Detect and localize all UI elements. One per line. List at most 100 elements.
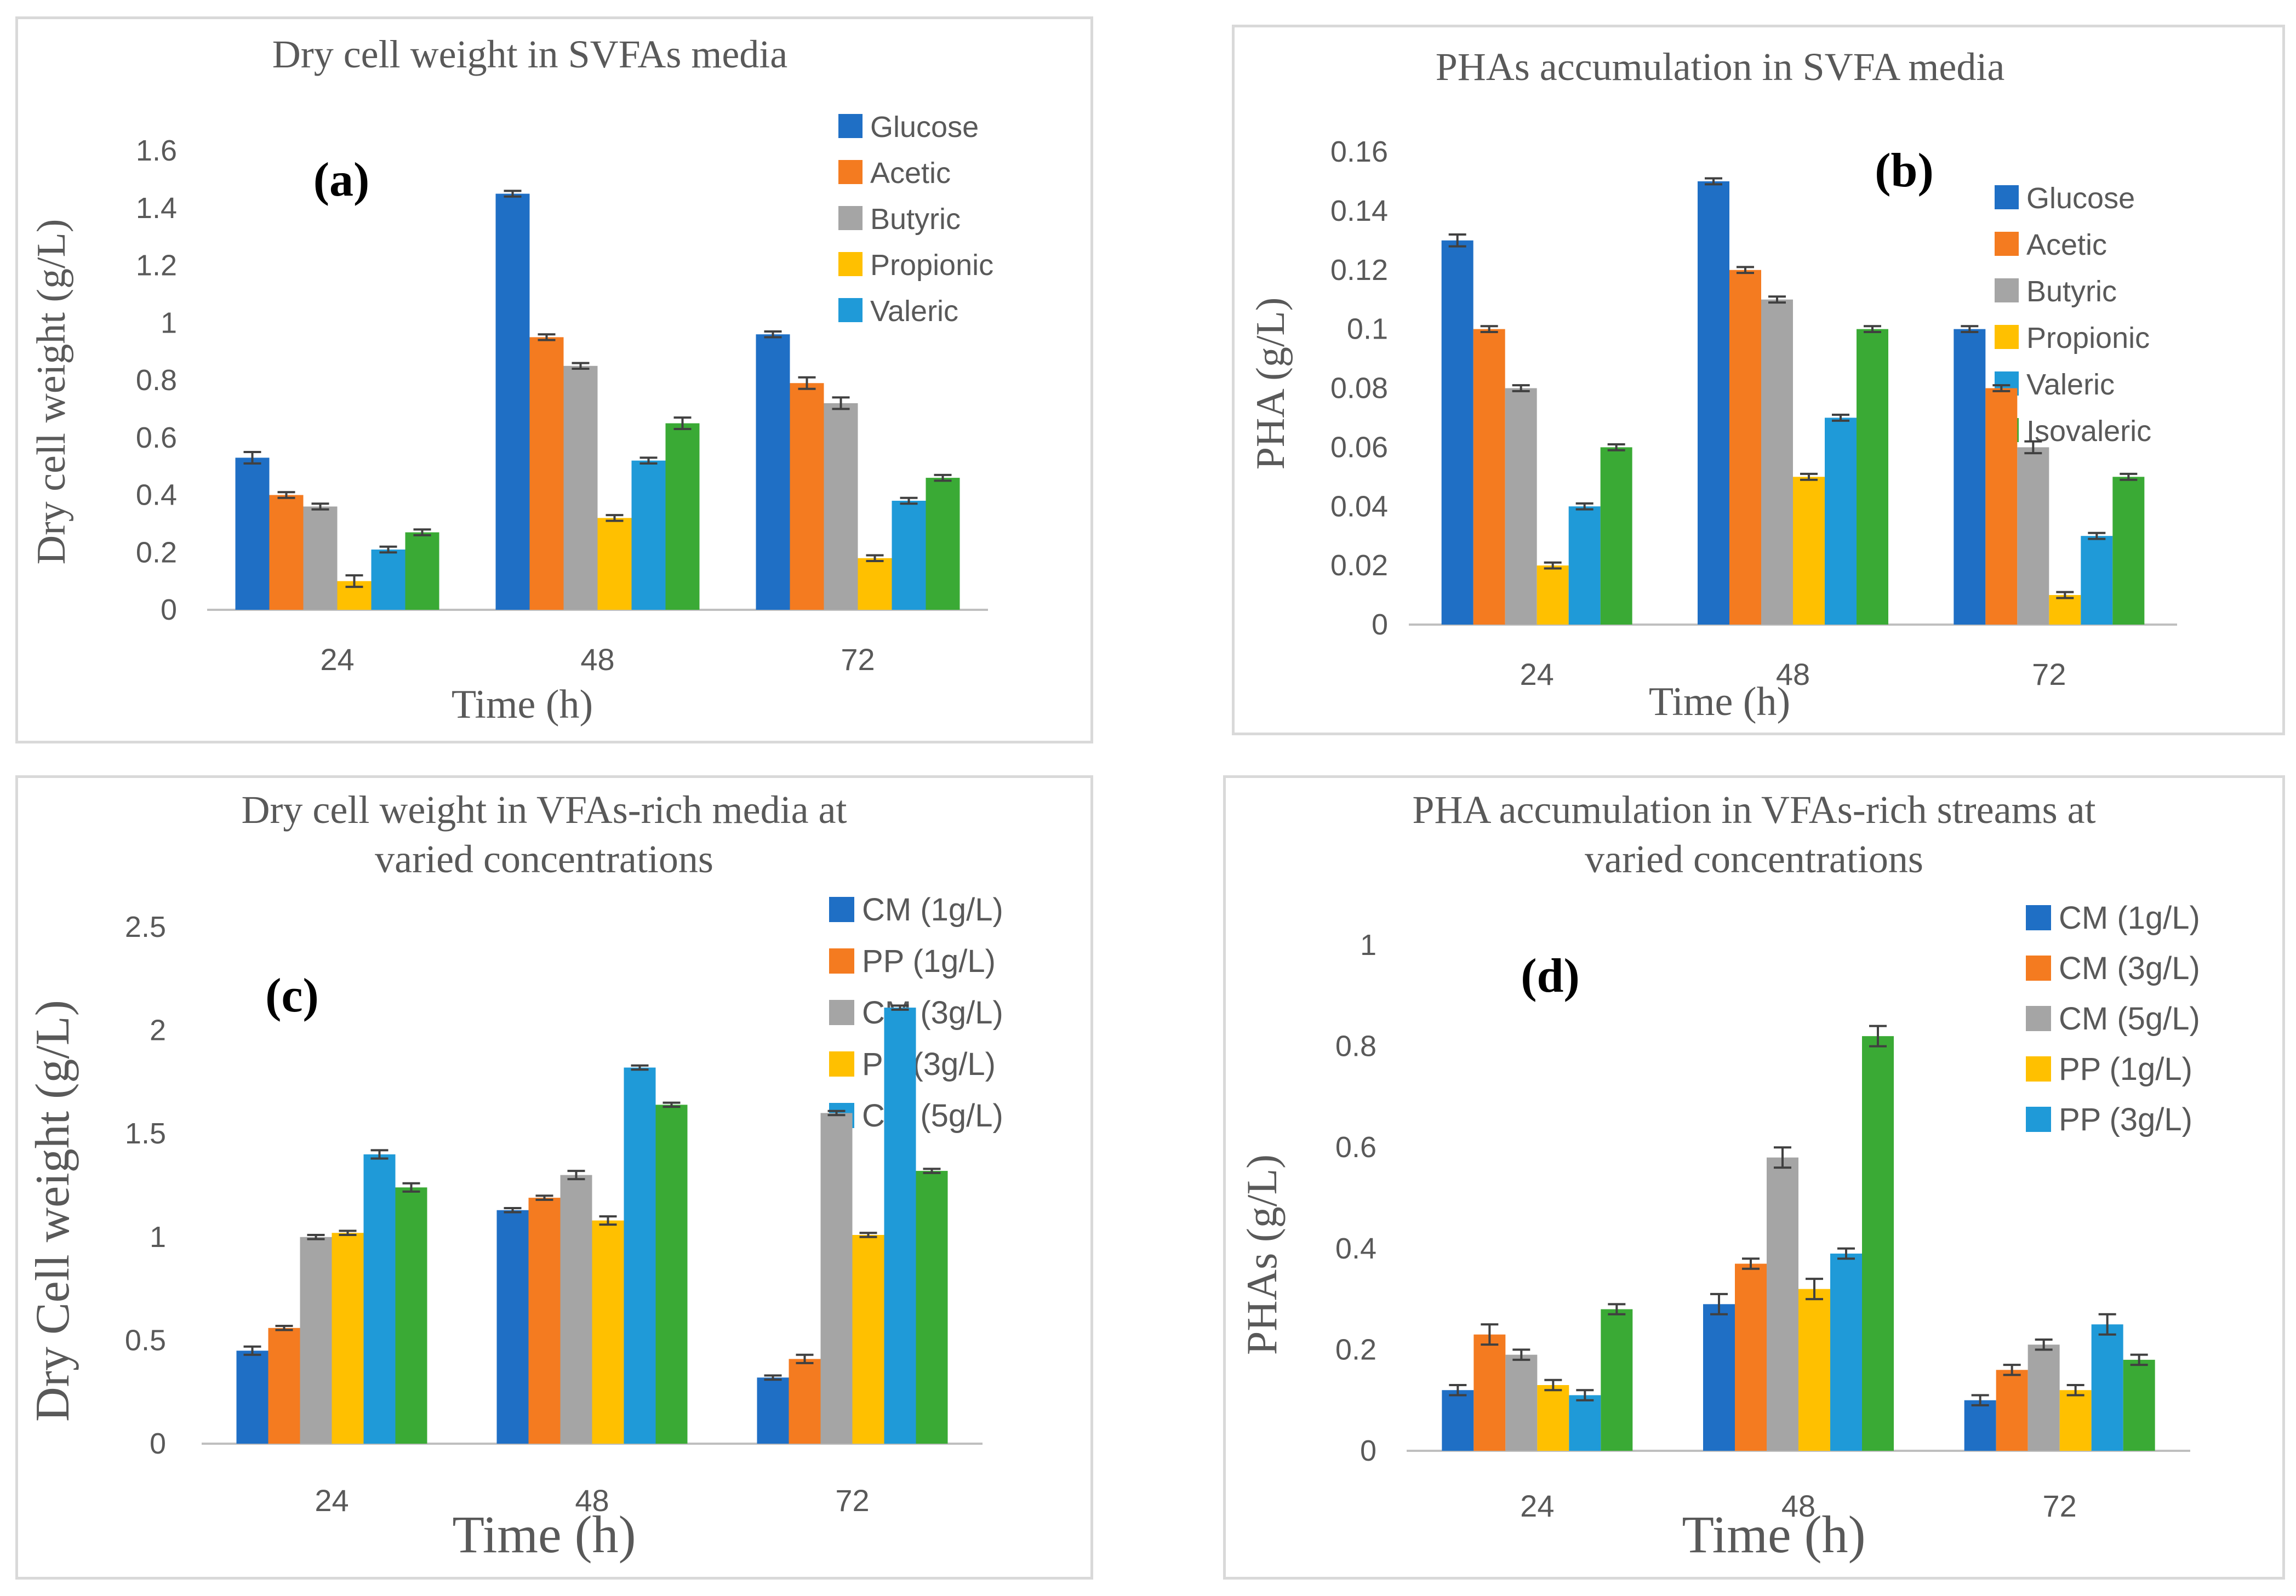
error-bars <box>243 1004 941 1381</box>
bar <box>563 365 598 610</box>
bar <box>495 193 530 610</box>
bar <box>1568 506 1601 625</box>
x-tick-label: 24 <box>1520 1489 1554 1523</box>
bar <box>1441 240 1473 625</box>
bar <box>235 457 270 610</box>
y-tick-label: 2.5 <box>125 911 166 943</box>
x-axis-label: Time (h) <box>1649 679 1790 724</box>
y-tick-label: 1 <box>150 1221 166 1254</box>
bars <box>1441 181 2145 625</box>
bar <box>371 550 405 610</box>
y-tick-labels: 0 0.5 1 1.5 2 2.5 <box>125 911 166 1460</box>
x-tick-label: 72 <box>835 1483 869 1518</box>
bar <box>1537 1385 1569 1451</box>
y-tick-label: 0.2 <box>136 536 177 569</box>
bar <box>303 506 338 610</box>
y-axis-label: PHAs (g/L) <box>1238 1154 1286 1355</box>
legend-swatch <box>1995 185 2019 209</box>
x-tick-label: 48 <box>1781 1489 1815 1523</box>
panel-label: (d) <box>1521 949 1580 1003</box>
legend-label: Isovaleric <box>2026 415 2151 448</box>
y-tick-label: 0 <box>1372 608 1388 641</box>
bar <box>926 478 960 610</box>
legend-label: Butyric <box>2026 275 2117 308</box>
bar <box>592 1220 624 1444</box>
y-tick-label: 1.4 <box>136 192 177 225</box>
legend-label: PP (3g/L) <box>862 1046 996 1082</box>
panel-label: (c) <box>265 969 319 1022</box>
x-tick-labels: 24 48 72 <box>315 1483 869 1518</box>
bar <box>1761 299 1793 625</box>
bar <box>624 1067 656 1444</box>
bar <box>395 1187 427 1444</box>
legend: Glucose Acetic Butyric Propionic Valeric… <box>1995 182 2151 448</box>
x-axis-label: Time (h) <box>452 1505 636 1564</box>
bar <box>1442 1390 1474 1451</box>
y-tick-label: 1 <box>1360 929 1377 962</box>
y-tick-label: 1.5 <box>125 1117 166 1150</box>
bar <box>1505 388 1537 625</box>
bar <box>1798 1289 1830 1451</box>
y-axis-label: PHA (g/L) <box>1248 298 1293 470</box>
bar <box>1954 329 1986 625</box>
bar <box>1825 417 1857 625</box>
legend-label: Acetic <box>870 157 951 190</box>
y-tick-label: 1.6 <box>136 134 177 167</box>
y-tick-label: 0 <box>150 1427 166 1460</box>
legend-swatch <box>1995 325 2019 349</box>
x-tick-label: 24 <box>315 1483 349 1518</box>
x-tick-label: 72 <box>2043 1489 2077 1523</box>
y-tick-labels: 0 0.02 0.04 0.06 0.08 0.1 0.12 0.14 0.16 <box>1330 135 1388 641</box>
y-tick-label: 0.04 <box>1330 490 1388 523</box>
bar <box>332 1233 364 1444</box>
x-tick-label: 24 <box>320 642 354 677</box>
chart-d: PHA accumulation in VFAs-rich streams at… <box>1238 788 2200 1564</box>
chart-title: varied concentrations <box>1585 837 1923 881</box>
legend-swatch <box>838 206 863 230</box>
bar <box>631 460 666 610</box>
chart-a: Dry cell weight in SVFAs media (a) Dry c… <box>29 32 993 727</box>
bar <box>269 495 304 610</box>
bar <box>2112 477 2145 625</box>
legend-label: CM (1g/L) <box>862 892 1003 928</box>
x-tick-label: 48 <box>580 642 614 677</box>
bars <box>236 1008 948 1444</box>
chart-c: Dry cell weight in VFAs-rich media at va… <box>26 788 1003 1564</box>
bar <box>2123 1359 2155 1451</box>
legend-label: Propionic <box>870 249 993 282</box>
y-tick-label: 0.14 <box>1330 195 1388 227</box>
panel-label: (b) <box>1875 144 1934 197</box>
y-tick-labels: 0 0.2 0.4 0.6 0.8 1 <box>1335 929 1377 1467</box>
y-tick-label: 1.2 <box>136 249 177 282</box>
chart-title: varied concentrations <box>375 837 713 881</box>
legend-swatch <box>829 1000 854 1025</box>
bar <box>820 1113 853 1444</box>
bar <box>1862 1036 1894 1451</box>
bar <box>665 423 700 610</box>
x-tick-labels: 24 48 72 <box>320 642 875 677</box>
bar <box>824 403 858 610</box>
y-tick-label: 0.8 <box>1335 1030 1377 1063</box>
legend-label: Valeric <box>2026 368 2115 401</box>
y-tick-label: 0.4 <box>1335 1232 1377 1265</box>
y-tick-label: 0.12 <box>1330 254 1388 287</box>
legend-swatch <box>1995 278 2019 302</box>
legend-swatch <box>829 948 854 974</box>
panel-label: (a) <box>313 153 370 207</box>
legend-label: CM (3g/L) <box>862 995 1003 1031</box>
legend-label: Acetic <box>2026 228 2107 261</box>
bar <box>1767 1157 1798 1451</box>
legend-label: PP (1g/L) <box>862 943 996 979</box>
bar <box>1729 270 1761 625</box>
chart-title: Dry cell weight in SVFAs media <box>272 32 788 76</box>
legend-label: Valeric <box>870 295 958 328</box>
bar <box>1473 329 1505 625</box>
y-tick-label: 0.5 <box>125 1324 166 1357</box>
y-tick-label: 0 <box>161 593 177 626</box>
error-bars <box>1449 1025 2148 1406</box>
x-tick-labels: 24 48 72 <box>1520 657 2066 691</box>
bar <box>1600 447 1632 625</box>
legend: CM (1g/L) CM (3g/L) CM (5g/L) PP (1g/L) … <box>2026 900 2200 1137</box>
bar <box>597 518 632 610</box>
bar <box>268 1328 300 1444</box>
